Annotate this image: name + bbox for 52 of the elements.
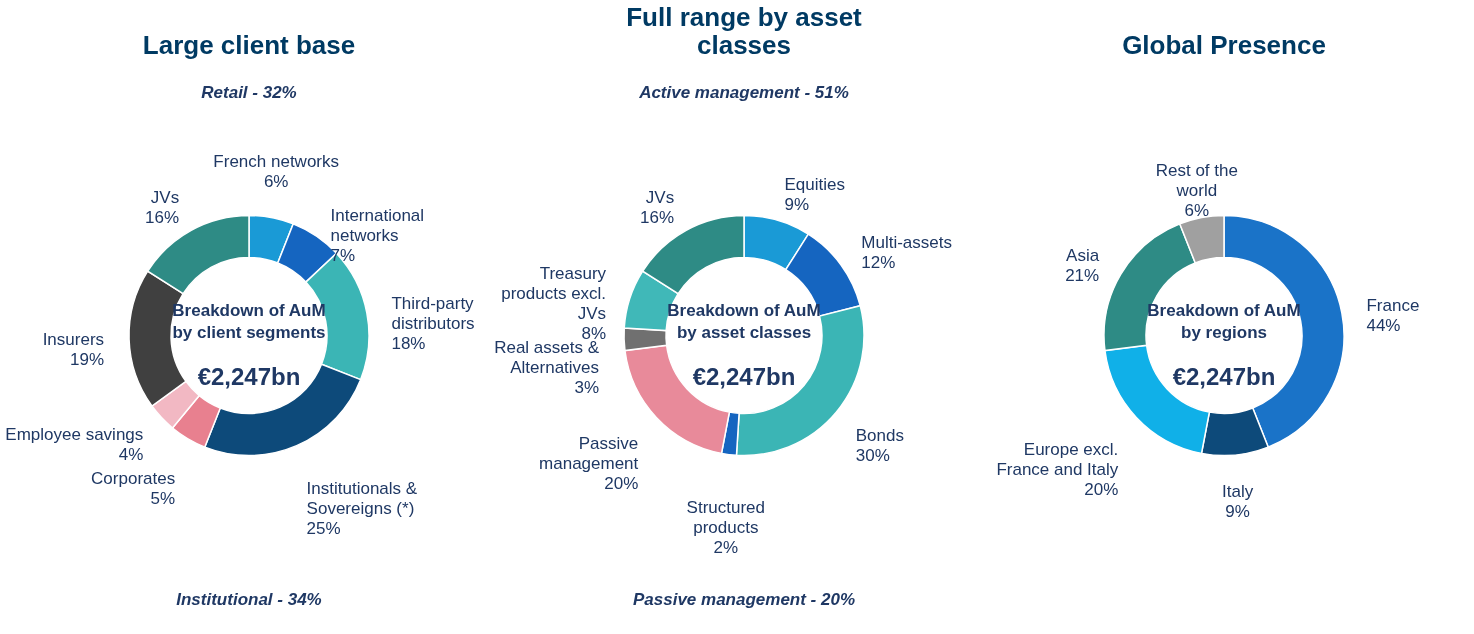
slice-label: Equities (784, 174, 845, 194)
text: Institutional - 34% (176, 590, 322, 609)
text: Active management - 51% (638, 83, 849, 102)
slice-label: Asia (1066, 245, 1100, 265)
text: Passive management - 20% (632, 590, 856, 609)
data-label: 16% (640, 207, 675, 227)
slice-label: Europe excl. France and Italy (996, 439, 1119, 479)
data-label: 21% (1065, 265, 1100, 285)
text: Breakdown of AuM by client segments (172, 300, 326, 342)
slice-label: Treasury products excl. JVs (501, 263, 607, 323)
data-label: 6% (263, 172, 289, 192)
text: €2,247bn (692, 362, 796, 390)
slice-label: JVs (645, 187, 675, 207)
slice-label: France (1366, 296, 1420, 316)
slice-label: Insurers (42, 330, 105, 350)
chart-title: Global Presence (1122, 30, 1326, 60)
chart-title: Full range by asset classes (626, 2, 863, 60)
slice-label: Third-party distributors (391, 294, 475, 334)
text: €2,247bn (197, 362, 301, 390)
text: Breakdown of AuM by asset classes (667, 300, 821, 342)
slice-label: Structured products (686, 497, 766, 537)
slice-label: Institutionals & Sovereigns (*) (306, 478, 418, 518)
data-label: 20% (604, 473, 639, 493)
slice-label: Italy (1222, 481, 1254, 501)
data-label: 2% (713, 537, 739, 557)
slice-label: Multi-assets (861, 233, 952, 253)
slice-label: Bonds (855, 425, 904, 445)
data-label: 25% (306, 518, 341, 538)
text: €2,247bn (1172, 362, 1276, 390)
data-label: 5% (150, 488, 176, 508)
data-label: 4% (118, 444, 144, 464)
text: Retail - 32% (201, 83, 297, 102)
data-label: 6% (1184, 201, 1210, 221)
slice-label: Corporates (91, 468, 176, 488)
data-label: 19% (70, 350, 105, 370)
data-label: 9% (784, 194, 810, 214)
chart-title: Large client base (142, 30, 356, 60)
data-label: 12% (861, 253, 896, 273)
data-label: 18% (391, 334, 426, 354)
slice-label: Employee savings (5, 424, 144, 444)
slice-label: Rest of the world (1155, 161, 1238, 201)
data-label: 30% (855, 445, 890, 465)
slice-label: French networks (213, 152, 340, 172)
data-label: 44% (1366, 316, 1401, 336)
data-label: 20% (1084, 479, 1119, 499)
data-label: 9% (1225, 501, 1250, 521)
slice-label: International networks (330, 206, 425, 246)
text: Breakdown of AuM by regions (1147, 300, 1301, 342)
slice-label: JVs (150, 187, 180, 207)
slice-label: Passive management (539, 433, 639, 473)
data-label: 3% (574, 377, 600, 397)
data-label: 16% (145, 207, 180, 227)
